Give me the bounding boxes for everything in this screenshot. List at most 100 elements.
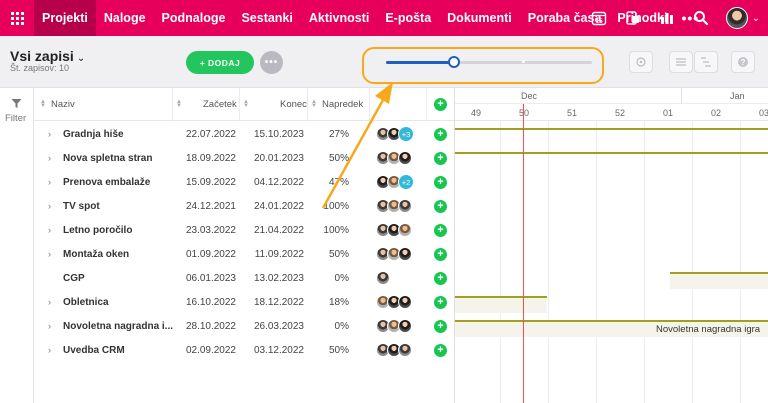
table-row[interactable]: › Novoletna nagradna i... 28.10.2022 26.… [34, 314, 454, 338]
nav-item-aktivnosti[interactable]: Aktivnosti [308, 11, 370, 25]
table-row[interactable]: CGP 06.01.2023 13.02.2023 0% + [34, 266, 454, 290]
project-name[interactable]: CGP [63, 272, 85, 284]
project-name[interactable]: Novoletna nagradna i... [63, 320, 173, 332]
nav-item-sestanki[interactable]: Sestanki [241, 11, 293, 25]
help-icon: ? [738, 57, 748, 67]
zoom-slider-handle[interactable] [447, 56, 460, 68]
chevron-right-icon[interactable]: › [48, 201, 51, 211]
start-date: 06.01.2023 [185, 272, 236, 284]
timeline-zoom-slider[interactable] [386, 56, 592, 68]
more-actions-button[interactable]: ••• [260, 51, 283, 74]
add-assignee-button[interactable]: + [434, 314, 447, 338]
assignees[interactable] [376, 194, 412, 218]
add-assignee-button[interactable]: + [434, 218, 447, 242]
add-assignee-button[interactable]: + [434, 122, 447, 146]
assignees[interactable] [376, 290, 412, 314]
chevron-right-icon[interactable]: › [48, 129, 51, 139]
list-view-button[interactable] [669, 51, 693, 73]
column-header-name[interactable]: ▲ ▼ Naziv [34, 88, 173, 121]
nav-item-projekti[interactable]: Projekti [34, 0, 96, 36]
gantt-bar[interactable] [455, 296, 547, 313]
end-date: 04.12.2022 [253, 176, 304, 188]
chevron-right-icon[interactable]: › [48, 225, 51, 235]
project-name[interactable]: Montaža oken [63, 248, 130, 260]
add-assignee-button[interactable]: + [434, 242, 447, 266]
chevron-right-icon[interactable]: › [48, 177, 51, 187]
filter-panel[interactable]: Filter [0, 88, 34, 403]
column-header-start[interactable]: ▲ ▼ Začetek [173, 88, 240, 121]
assignees[interactable] [376, 338, 412, 362]
chevron-right-icon[interactable]: › [48, 249, 51, 259]
add-row-icon[interactable]: + [434, 98, 447, 111]
nav-more-button[interactable]: ••• [681, 10, 700, 26]
project-name[interactable]: Gradnja hiše [63, 128, 124, 140]
table-row[interactable]: › Letno poročilo 23.03.2022 21.04.2022 1… [34, 218, 454, 242]
nav-item-dokumenti[interactable]: Dokumenti [447, 11, 512, 25]
assignees[interactable] [376, 218, 412, 242]
gantt-bar[interactable] [455, 128, 768, 135]
reports-button[interactable] [650, 0, 684, 36]
progress-value: 27% [328, 128, 349, 140]
apps-menu-button[interactable] [0, 0, 34, 36]
help-button[interactable]: ? [731, 51, 755, 73]
documents-button[interactable] [616, 0, 650, 36]
project-name[interactable]: Letno poročilo [63, 224, 133, 236]
table-row[interactable]: › Uvedba CRM 02.09.2022 03.12.2022 50% + [34, 338, 454, 362]
assignees[interactable]: +2 [376, 170, 414, 194]
nav-item-poraba-casa[interactable]: Poraba časa [527, 11, 602, 25]
table-row[interactable]: › Gradnja hiše 22.07.2022 15.10.2023 27%… [34, 122, 454, 146]
nav-item-naloge[interactable]: Naloge [103, 11, 146, 25]
column-header-end[interactable]: ▲ ▼ Konec [240, 88, 308, 121]
gantt-bar[interactable] [670, 272, 768, 289]
column-header-progress[interactable]: ▲ ▼ Napredek [308, 88, 370, 121]
table-row[interactable]: › TV spot 24.12.2021 24.01.2022 100% + [34, 194, 454, 218]
assignees[interactable] [376, 314, 412, 338]
chevron-right-icon[interactable]: › [48, 321, 51, 331]
add-assignee-button[interactable]: + [434, 146, 447, 170]
project-name[interactable]: Prenova embalaže [63, 176, 151, 188]
assignee-avatar [398, 343, 412, 357]
project-name[interactable]: Obletnica [63, 296, 109, 308]
plus-icon: + [434, 223, 447, 237]
plus-icon: + [434, 151, 447, 165]
add-button[interactable]: + DODAJ [186, 51, 254, 74]
assignees[interactable] [376, 146, 412, 170]
end-date: 15.10.2023 [253, 128, 304, 140]
table-row[interactable]: › Prenova embalaže 15.09.2022 04.12.2022… [34, 170, 454, 194]
add-assignee-button[interactable]: + [434, 266, 447, 290]
chevron-right-icon[interactable]: › [48, 153, 51, 163]
project-name[interactable]: Nova spletna stran [63, 152, 153, 164]
assignees[interactable] [376, 266, 390, 290]
table-row[interactable]: › Nova spletna stran 18.09.2022 20.01.20… [34, 146, 454, 170]
nav-item-prihodki[interactable]: Prihodki [617, 11, 668, 25]
table-row[interactable]: › Montaža oken 01.09.2022 11.09.2022 50%… [34, 242, 454, 266]
sort-icon: ▲ ▼ [40, 99, 46, 109]
nav-item-podnaloge[interactable]: Podnaloge [161, 11, 226, 25]
sort-icon: ▲ ▼ [311, 99, 317, 109]
assignees[interactable] [376, 242, 412, 266]
end-date: 13.02.2023 [253, 272, 304, 284]
search-button[interactable] [684, 0, 718, 36]
add-assignee-button[interactable]: + [434, 290, 447, 314]
progress-value: 18% [328, 296, 349, 308]
user-menu-button[interactable]: ⌄ [718, 0, 768, 36]
gantt-bar[interactable] [455, 320, 768, 337]
add-assignee-button[interactable]: + [434, 170, 447, 194]
add-assignee-button[interactable]: + [434, 194, 447, 218]
nav-item-eposta[interactable]: E-pošta [385, 11, 432, 25]
gantt-bar[interactable] [455, 152, 768, 159]
assignees[interactable]: +3 [376, 122, 414, 146]
chevron-right-icon[interactable]: › [48, 345, 51, 355]
chevron-right-icon[interactable]: › [48, 297, 51, 307]
week-label: 52 [614, 107, 625, 118]
calendar-button[interactable]: 15 [582, 0, 616, 36]
view-selector[interactable]: Vsi zapisi ⌄ [10, 48, 85, 64]
bar-chart-icon [661, 13, 673, 24]
project-name[interactable]: TV spot [63, 200, 100, 212]
end-date: 26.03.2023 [253, 320, 304, 332]
table-row[interactable]: › Obletnica 16.10.2022 18.12.2022 18% + [34, 290, 454, 314]
add-assignee-button[interactable]: + [434, 338, 447, 362]
gantt-view-button[interactable] [694, 51, 718, 73]
target-button[interactable] [629, 51, 653, 73]
project-name[interactable]: Uvedba CRM [63, 344, 125, 356]
